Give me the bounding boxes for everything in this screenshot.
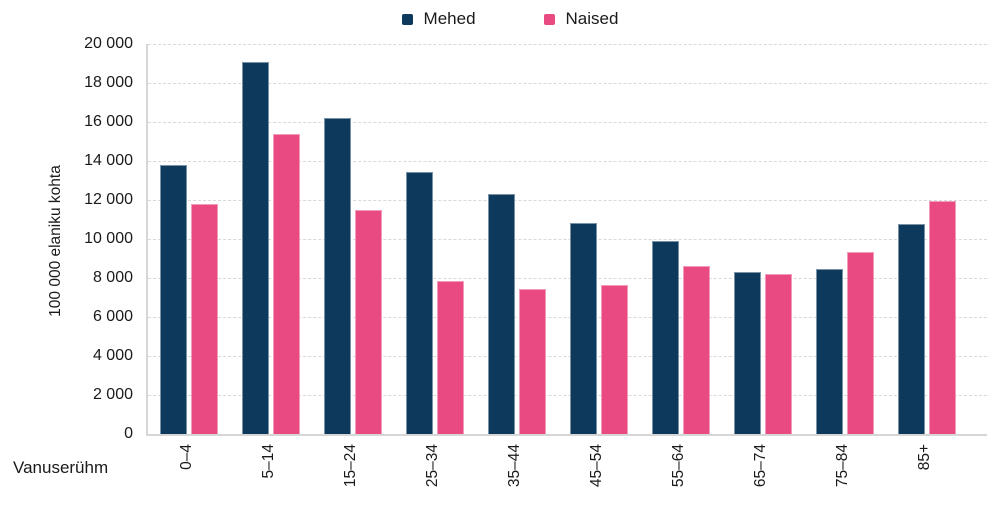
y-tick-label: 4 000	[92, 347, 133, 364]
y-tick-label: 10 000	[84, 230, 133, 247]
bar-mehed-5-14	[242, 61, 269, 434]
bar-mehed-35-44	[488, 194, 515, 434]
bar-naised-75-84	[847, 251, 874, 434]
gridline	[148, 317, 987, 318]
bar-naised-45-54	[601, 284, 628, 434]
bar-group-5-14	[230, 44, 312, 434]
bar-group-55-64	[640, 44, 722, 434]
bar-group-0-4	[148, 44, 230, 434]
gridline	[148, 278, 987, 279]
bar-mehed-15-24	[324, 118, 351, 434]
legend-item-mehed[interactable]: Mehed	[401, 9, 476, 29]
gridline	[148, 122, 987, 123]
gridline	[148, 356, 987, 357]
bar-naised-0-4	[191, 203, 218, 434]
bar-group-25-34	[394, 44, 476, 434]
gridline	[148, 395, 987, 396]
x-tick-label: 0–4	[178, 444, 195, 470]
plot-area	[146, 44, 987, 436]
x-tick-label: 25–34	[424, 444, 441, 488]
x-tick-label: 85+	[916, 444, 933, 471]
x-tick-label: 65–74	[752, 444, 769, 488]
y-tick-label: 18 000	[84, 74, 133, 91]
x-tick-label: 45–54	[588, 444, 605, 488]
y-tick-label: 2 000	[92, 386, 133, 403]
x-tick-cell: 0–4	[146, 444, 228, 512]
x-tick-cell: 35–44	[474, 444, 556, 512]
bar-naised-15-24	[355, 209, 382, 434]
y-tick-label: 0	[124, 425, 133, 442]
x-tick-label: 55–64	[670, 444, 687, 488]
legend: Mehed Naised	[30, 9, 990, 29]
gridline	[148, 239, 987, 240]
bar-mehed-55-64	[652, 240, 679, 434]
legend-swatch-naised-icon	[543, 13, 555, 25]
bar-naised-55-64	[683, 266, 710, 434]
y-tick-label: 14 000	[84, 152, 133, 169]
bar-group-15-24	[312, 44, 394, 434]
y-axis-tick-labels: 20 000 18 000 16 000 14 000 12 000 10 000 8 00…	[0, 35, 133, 442]
x-tick-label: 15–24	[342, 444, 359, 488]
gridline	[148, 44, 987, 45]
bar-mehed-65-74	[734, 272, 761, 434]
gridline	[148, 161, 987, 162]
bar-group-45-54	[558, 44, 640, 434]
gridline	[148, 83, 987, 84]
bar-group-35-44	[476, 44, 558, 434]
x-tick-cell: 25–34	[392, 444, 474, 512]
legend-label-naised: Naised	[565, 9, 619, 28]
x-tick-label: 5–14	[260, 444, 277, 479]
bar-mehed-25-34	[406, 171, 433, 434]
x-tick-cell: 85+	[884, 444, 966, 512]
bar-mehed-75-84	[816, 269, 843, 434]
legend-label-mehed: Mehed	[423, 9, 476, 28]
bar-group-85	[886, 44, 968, 434]
bar-naised-85	[929, 200, 956, 434]
x-tick-label: 75–84	[834, 444, 851, 488]
bar-group-65-74	[722, 44, 804, 434]
y-tick-label: 16 000	[84, 113, 133, 130]
legend-swatch-mehed-icon	[401, 13, 413, 25]
y-tick-label: 12 000	[84, 191, 133, 208]
bar-naised-65-74	[765, 274, 792, 434]
legend-item-naised[interactable]: Naised	[543, 9, 619, 29]
y-tick-label: 20 000	[84, 35, 133, 52]
x-tick-cell: 75–84	[802, 444, 884, 512]
bar-mehed-45-54	[570, 223, 597, 434]
x-tick-cell: 15–24	[310, 444, 392, 512]
x-axis-tick-labels: 0–4 5–14 15–24 25–34 35–44 45–54 55–64 65–74 75–…	[146, 444, 966, 512]
bar-group-75-84	[804, 44, 886, 434]
bar-mehed-0-4	[160, 164, 187, 434]
x-tick-cell: 55–64	[638, 444, 720, 512]
x-tick-cell: 65–74	[720, 444, 802, 512]
bar-mehed-85	[898, 224, 925, 434]
bar-naised-5-14	[273, 133, 300, 434]
bars-row	[148, 44, 968, 434]
bar-naised-25-34	[437, 280, 464, 434]
x-tick-cell: 5–14	[228, 444, 310, 512]
x-tick-cell: 45–54	[556, 444, 638, 512]
bar-naised-35-44	[519, 288, 546, 434]
x-axis-title: Vanuserühm	[13, 458, 109, 477]
y-tick-label: 6 000	[92, 308, 133, 325]
y-tick-label: 8 000	[92, 269, 133, 286]
x-tick-label: 35–44	[506, 444, 523, 488]
gridline	[148, 200, 987, 201]
